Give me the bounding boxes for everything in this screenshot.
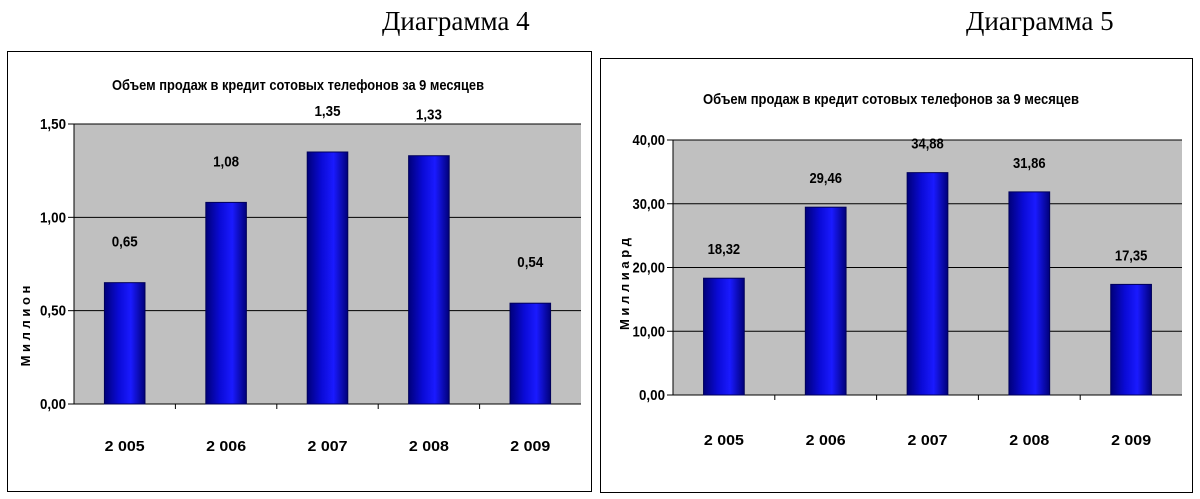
y-tick-label: 0,50 [40,303,66,320]
y-tick-label: 0,00 [40,396,66,413]
y-axis-label: М и л л и о н [18,286,33,367]
data-label: 34,88 [911,136,944,153]
chart-caption-right: Диаграмма 5 [966,6,1114,36]
x-tick-label: 2 005 [105,438,145,455]
chart-title: Объем продаж в кредит сотовых телефонов … [703,91,1079,108]
x-tick-label: 2 007 [908,432,948,449]
y-tick-label: 10,00 [633,323,666,340]
bar [205,201,247,405]
bar [1008,191,1051,396]
y-tick-label: 0,00 [639,387,665,404]
chart-svg-left: Объем продаж в кредит сотовых телефонов … [18,77,581,455]
data-label: 29,46 [809,170,842,187]
data-label: 1,33 [416,107,442,124]
x-tick-label: 2 006 [806,432,846,449]
data-label: 1,35 [315,103,341,120]
bar [408,155,450,405]
x-tick-label: 2 005 [704,432,744,449]
bar [103,282,146,405]
data-label: 0,54 [517,254,544,271]
x-tick-label: 2 006 [206,438,246,455]
y-tick-label: 40,00 [633,132,666,149]
bar [703,277,745,396]
data-label: 17,35 [1115,247,1148,264]
data-label: 31,86 [1013,155,1046,172]
chart-svg-right: Объем продаж в кредит сотовых телефонов … [617,91,1182,449]
x-tick-label: 2 008 [409,438,449,455]
bar [906,172,949,396]
bar [1110,283,1152,396]
x-tick-label: 2 009 [510,438,550,455]
bar [804,206,847,396]
data-label: 0,65 [112,234,138,251]
data-label: 1,08 [213,153,239,170]
bar [306,151,349,405]
y-axis-label: М и л л и а р д [617,237,632,330]
chart-caption-left: Диаграмма 4 [382,6,530,36]
x-tick-label: 2 008 [1009,432,1049,449]
y-tick-label: 1,50 [40,116,66,133]
bar [509,302,552,405]
chart-panel-left: Объем продаж в кредит сотовых телефонов … [7,51,592,492]
chart-title: Объем продаж в кредит сотовых телефонов … [112,77,484,94]
x-tick-label: 2 009 [1111,432,1151,449]
y-tick-label: 20,00 [633,260,666,277]
y-tick-label: 1,00 [40,209,66,226]
x-tick-label: 2 007 [308,438,348,455]
y-tick-label: 30,00 [633,196,666,213]
chart-panel-right: Объем продаж в кредит сотовых телефонов … [600,58,1193,493]
data-label: 18,32 [708,241,741,258]
